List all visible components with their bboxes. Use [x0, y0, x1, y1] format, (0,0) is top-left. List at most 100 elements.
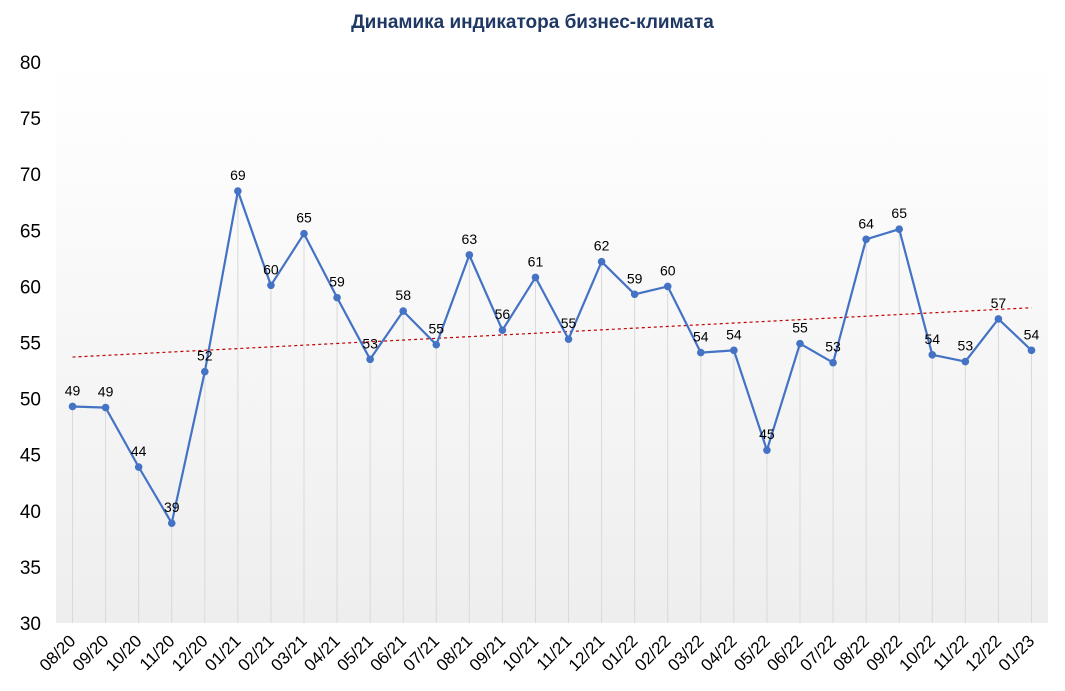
data-label: 59 — [329, 274, 345, 290]
data-label: 64 — [858, 215, 874, 231]
data-label: 45 — [759, 426, 775, 442]
series-line — [72, 189, 1033, 525]
data-point — [663, 282, 672, 291]
data-point — [994, 315, 1003, 323]
data-point — [630, 290, 639, 299]
trendline-group — [72, 307, 1032, 358]
x-tick-label: 01/23 — [995, 631, 1039, 675]
x-tick-label: 10/21 — [499, 631, 543, 675]
data-point — [1027, 346, 1036, 355]
data-label: 55 — [792, 320, 808, 336]
data-point — [300, 229, 308, 238]
data-labels: 49 49 44 39 52 69 60 65 59 53 58 55 63 56 61 55 62 59 60 54… — [65, 167, 1040, 515]
data-label: 52 — [197, 348, 213, 364]
data-point — [564, 335, 573, 343]
x-axis: 08/2009/2010/2011/2012/2001/2102/2103/21… — [36, 631, 1038, 675]
y-tick-label: 65 — [20, 221, 41, 242]
x-tick-label: 12/22 — [962, 631, 1006, 675]
data-point — [895, 225, 903, 233]
series-group — [68, 187, 1036, 527]
data-label: 44 — [131, 443, 147, 459]
data-point — [399, 307, 408, 315]
x-tick-label: 02/22 — [631, 631, 675, 675]
data-label: 53 — [825, 339, 841, 355]
data-point — [465, 251, 474, 259]
y-tick-label: 50 — [20, 390, 41, 411]
x-tick-label: 08/21 — [433, 631, 477, 675]
data-label: 54 — [693, 329, 709, 345]
data-point — [796, 339, 804, 348]
drop-lines — [72, 191, 1032, 623]
x-tick-label: 06/21 — [367, 631, 411, 675]
data-point — [961, 357, 970, 366]
chart-title: Динамика индикатора бизнес-климата — [351, 12, 714, 33]
y-tick-label: 60 — [20, 277, 41, 298]
y-axis: 30 35 40 45 50 55 60 65 70 75 80 — [20, 53, 41, 635]
x-tick-label: 09/22 — [863, 631, 907, 675]
data-label: 39 — [164, 499, 180, 515]
data-label: 49 — [65, 382, 81, 398]
data-label: 69 — [230, 167, 246, 183]
data-label: 65 — [891, 205, 907, 221]
x-tick-label: 08/22 — [829, 631, 873, 675]
data-label: 65 — [296, 210, 312, 226]
data-label: 59 — [627, 270, 643, 286]
x-tick-label: 01/21 — [201, 631, 245, 675]
data-point — [432, 340, 441, 349]
data-label: 62 — [594, 238, 610, 254]
x-tick-label: 04/22 — [697, 631, 741, 675]
y-tick-label: 80 — [20, 53, 41, 74]
x-tick-label: 03/22 — [664, 631, 708, 675]
data-point — [101, 403, 110, 412]
x-tick-label: 11/20 — [136, 631, 179, 674]
data-label: 63 — [462, 231, 478, 247]
data-label: 49 — [98, 384, 114, 400]
data-label: 60 — [660, 262, 676, 278]
y-tick-label: 75 — [20, 109, 41, 130]
data-label: 61 — [528, 253, 544, 269]
data-label: 53 — [362, 335, 378, 351]
x-tick-label: 10/20 — [102, 631, 146, 675]
x-tick-label: 09/21 — [466, 631, 510, 675]
data-point — [928, 351, 937, 359]
plot-area — [56, 62, 1048, 623]
data-label: 57 — [991, 295, 1007, 311]
x-tick-label: 12/20 — [168, 631, 212, 675]
x-tick-label: 09/20 — [69, 631, 113, 675]
data-point — [234, 187, 242, 195]
data-label: 56 — [495, 306, 511, 322]
data-point — [134, 463, 143, 471]
data-label: 58 — [395, 287, 411, 303]
x-tick-label: 07/21 — [400, 631, 444, 675]
data-point — [697, 348, 705, 357]
data-label: 54 — [924, 331, 940, 347]
y-tick-label: 55 — [20, 334, 41, 355]
data-point — [730, 346, 738, 355]
data-label: 53 — [958, 338, 974, 354]
data-label: 55 — [561, 315, 577, 331]
x-tick-label: 10/22 — [896, 631, 940, 675]
x-tick-label: 06/22 — [763, 631, 807, 675]
data-point — [531, 273, 540, 282]
trendline — [72, 307, 1032, 358]
data-point — [862, 235, 870, 244]
y-tick-label: 45 — [20, 446, 41, 467]
data-point — [267, 281, 275, 290]
y-tick-label: 30 — [20, 614, 41, 635]
x-tick-label: 11/22 — [930, 631, 973, 674]
data-point — [68, 402, 77, 411]
x-tick-label: 12/21 — [565, 631, 609, 675]
x-tick-label: 05/22 — [730, 631, 774, 675]
x-tick-label: 02/21 — [234, 631, 278, 675]
x-tick-label: 05/21 — [333, 631, 377, 675]
x-tick-label: 01/22 — [598, 631, 642, 675]
data-point — [366, 355, 374, 364]
x-tick-label: 07/22 — [796, 631, 840, 675]
x-tick-label: 11/21 — [533, 631, 576, 674]
y-tick-label: 70 — [20, 165, 41, 186]
data-point — [829, 358, 837, 367]
data-label: 55 — [428, 321, 444, 337]
data-label: 54 — [726, 326, 742, 342]
data-point — [597, 257, 606, 266]
